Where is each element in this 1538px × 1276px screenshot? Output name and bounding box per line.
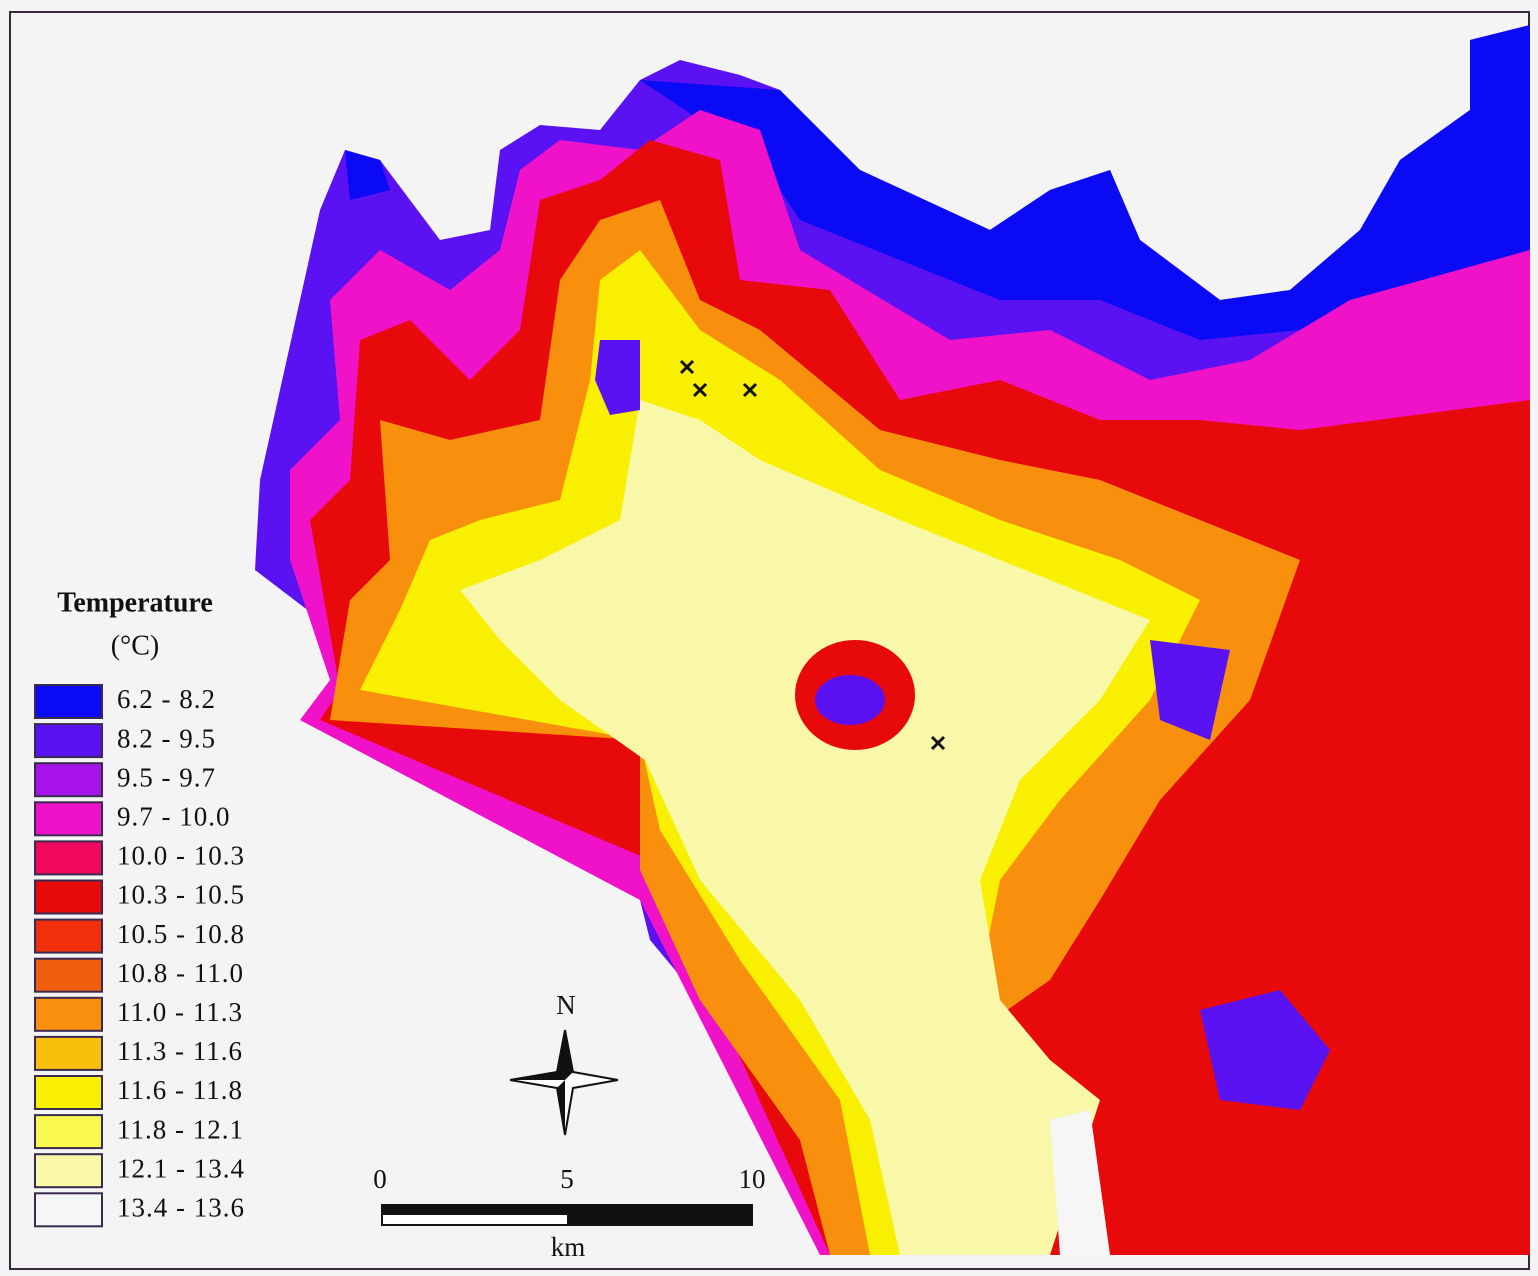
legend-swatch — [35, 998, 102, 1031]
legend-title: Temperature — [57, 587, 213, 618]
legend-label: 11.0 - 11.3 — [117, 997, 243, 1027]
legend-label: 10.0 - 10.3 — [117, 841, 245, 871]
legend-label: 10.3 - 10.5 — [117, 880, 245, 910]
legend-swatch — [35, 920, 102, 953]
legend-label: 12.1 - 13.4 — [117, 1153, 245, 1183]
legend-label: 9.5 - 9.7 — [117, 762, 216, 792]
legend-swatch — [35, 802, 102, 835]
legend-label: 9.7 - 10.0 — [117, 802, 231, 832]
legend-swatch — [35, 959, 102, 992]
legend-unit: (°C) — [111, 630, 160, 661]
legend-label: 8.2 - 9.5 — [117, 723, 216, 753]
scale-label: 5 — [560, 1164, 574, 1194]
legend-label: 11.6 - 11.8 — [117, 1075, 243, 1105]
scale-segment — [382, 1205, 567, 1215]
legend-swatch — [35, 1193, 102, 1226]
legend-label: 13.4 - 13.6 — [117, 1193, 245, 1223]
legend-swatch — [35, 1037, 102, 1070]
scale-label: 0 — [373, 1164, 387, 1194]
scale-segment — [567, 1205, 752, 1225]
legend-swatch — [35, 1115, 102, 1148]
map-figure: Temperature (°C) 6.2 - 8.2 8.2 - 9.5 9.5 -… — [0, 0, 1538, 1276]
legend-label: 10.8 - 11.0 — [117, 958, 244, 988]
legend-swatch — [35, 1076, 102, 1109]
legend-label: 11.8 - 12.1 — [117, 1114, 244, 1144]
zone — [815, 675, 885, 725]
legend-label: 10.5 - 10.8 — [117, 919, 245, 949]
legend-swatch — [35, 881, 102, 914]
legend-label: 11.3 - 11.6 — [117, 1036, 243, 1066]
legend-swatch — [35, 841, 102, 874]
legend-swatch — [35, 685, 102, 718]
compass-north: N — [556, 990, 576, 1020]
legend-swatch — [35, 763, 102, 796]
legend-swatch — [35, 1154, 102, 1187]
scale-label: 10 — [739, 1164, 766, 1194]
legend-swatch — [35, 724, 102, 757]
scale-unit: km — [551, 1232, 586, 1262]
legend-label: 6.2 - 8.2 — [117, 684, 216, 714]
